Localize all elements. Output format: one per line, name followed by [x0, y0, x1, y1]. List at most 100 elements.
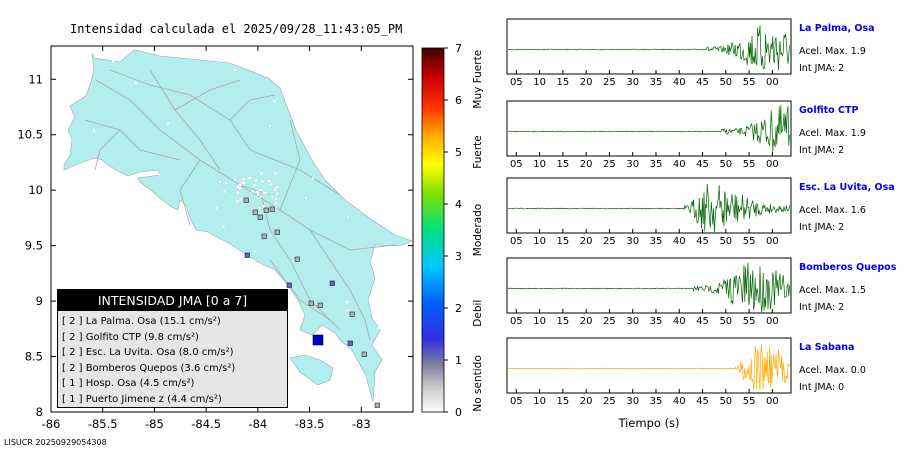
station-box	[347, 340, 353, 346]
trace-tick-label: 45	[696, 396, 709, 407]
town-dot	[273, 100, 276, 103]
x-tick-label: -84	[248, 417, 267, 431]
station-box	[269, 206, 275, 212]
x-tick-label: -85.5	[88, 417, 118, 431]
town-dot	[238, 183, 242, 187]
station-box	[286, 282, 292, 288]
trace-station-name: Bomberos Quepos	[799, 262, 897, 273]
colorbar-band-label: Debil	[472, 300, 484, 327]
colorbar-tick-label: 4	[455, 198, 462, 211]
station-box	[374, 402, 380, 408]
town-dot	[347, 216, 350, 219]
map-title: Intensidad calculada el 2025/09/28_11:43…	[70, 22, 403, 36]
colorbar-bands: No sentido Debil Moderado Fuerte Muy Fuerte	[472, 50, 484, 412]
town-dot	[236, 185, 240, 189]
road	[309, 229, 371, 341]
town-dot	[377, 327, 380, 330]
town-dot	[158, 173, 161, 176]
station-box	[349, 311, 355, 317]
town-dot	[262, 204, 266, 208]
town-dot	[248, 176, 252, 180]
trace-station-name: La Palma, Osa	[799, 23, 875, 34]
trace-tick-label: 00	[766, 236, 779, 247]
station-box	[361, 351, 367, 357]
town-dot	[275, 192, 279, 195]
seismic-traces: 05 10 15 20 25 30 35 40 45 50 55 00 05 10 15 20 25 30 35 40…	[506, 18, 792, 430]
epicenter-marker	[312, 334, 324, 346]
colorbar-tick-label: 0	[455, 406, 462, 419]
town-dot	[378, 121, 381, 124]
trace-tick-label: 45	[696, 316, 709, 327]
town-dot	[234, 69, 237, 72]
colorbar-tick-label: 2	[455, 302, 462, 315]
trace-tick-label: 40	[673, 77, 686, 88]
road	[239, 184, 396, 251]
trace-tick-label: 10	[533, 396, 546, 407]
legend-row: [ 2 ] Bomberos Quepos (3.6 cm/s²)	[62, 362, 236, 374]
trace-tick-label: 05	[510, 236, 523, 247]
colorbar-tick-label: 1	[455, 354, 462, 367]
town-dot	[167, 122, 170, 125]
trace-tick-label: 25	[603, 236, 616, 247]
trace-tick-label: 55	[743, 316, 756, 327]
town-dot	[218, 180, 222, 184]
town-dot	[260, 179, 264, 183]
town-dot	[311, 177, 314, 180]
town-dot	[222, 226, 225, 229]
trace-station-name: La Sabana	[799, 342, 855, 353]
town-dot	[293, 259, 296, 262]
town-dot	[346, 309, 349, 312]
road	[229, 94, 276, 121]
station-box	[274, 229, 280, 235]
trace-tick-label: 15	[557, 159, 570, 170]
town-dot	[239, 198, 242, 201]
town-dot	[268, 124, 271, 127]
trace-jma: Int JMA: 2	[799, 222, 845, 233]
trace-tick-label: 10	[533, 236, 546, 247]
station-box	[243, 197, 249, 203]
town-dot	[320, 305, 323, 308]
trace-tick-label: 45	[696, 236, 709, 247]
town-dot	[236, 191, 240, 194]
town-dot	[191, 234, 194, 237]
trace-tick-label: 20	[580, 159, 593, 170]
trace-tick-label: 00	[766, 159, 779, 170]
station-box	[294, 256, 300, 262]
trace-tick-label: 15	[557, 396, 570, 407]
trace-tick-label: 40	[673, 316, 686, 327]
trace-tick-label: 00	[766, 77, 779, 88]
colorbar-ticks: 0 1 2 3 4 5 6 7	[444, 42, 462, 419]
town-dot	[105, 275, 108, 278]
trace-station-name: Esc. La Uvita, Osa	[799, 182, 895, 193]
trace-tick-label: 30	[626, 236, 639, 247]
x-tick-label: -83	[352, 417, 371, 431]
colorbar-tick-label: 3	[455, 250, 462, 263]
trace-max-accel: Acel. Max. 1.9	[799, 46, 866, 57]
trace-tick-label: 35	[650, 159, 663, 170]
waveform	[508, 105, 790, 152]
trace-tick-label: 30	[626, 159, 639, 170]
trace-tick-label: 20	[580, 236, 593, 247]
trace-tick-label: 30	[626, 77, 639, 88]
trace-tick-label: 45	[696, 77, 709, 88]
trace-tick-label: 35	[650, 396, 663, 407]
legend-rows: [ 2 ] La Palma. Osa (15.1 cm/s²) [ 2 ] G…	[58, 311, 287, 407]
town-dot	[224, 181, 228, 185]
trace-tick-label: 15	[557, 236, 570, 247]
trace-tick-label: 55	[743, 77, 756, 88]
town-dot	[134, 81, 137, 84]
trace-tick-label: 55	[743, 396, 756, 407]
town-dot	[256, 192, 260, 196]
trace-max-accel: Acel. Max. 0.0	[799, 365, 866, 376]
trace-tick-label: 05	[510, 159, 523, 170]
road	[279, 119, 301, 211]
town-dot	[348, 70, 351, 73]
trace-jma: Int JMA: 2	[799, 145, 845, 156]
town-dot	[346, 301, 349, 304]
trace-frame	[506, 177, 792, 234]
station-box	[252, 209, 258, 215]
town-dot	[242, 177, 246, 181]
town-dot	[310, 137, 313, 140]
waveform	[507, 343, 790, 391]
town-dot	[274, 197, 278, 201]
